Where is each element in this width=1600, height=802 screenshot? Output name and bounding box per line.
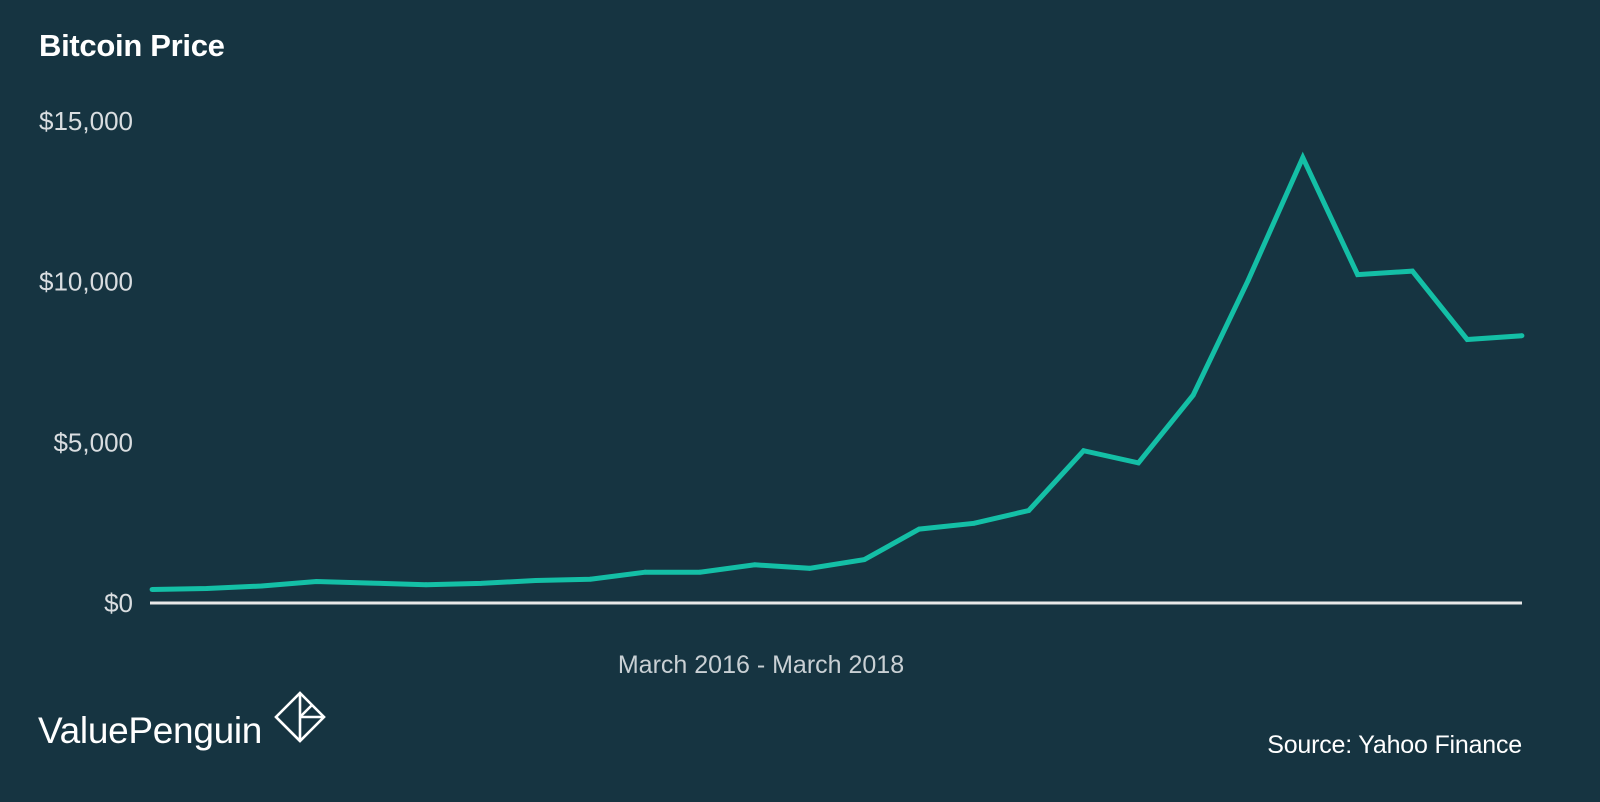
price-point: 2016-08: 570 <box>423 582 429 588</box>
price-point: 2017-06: 2480 <box>971 520 977 526</box>
price-point: 2018-03b: 8320 <box>1519 333 1525 339</box>
brand: ValuePenguin <box>38 690 328 752</box>
price-point: 2017-10: 6470 <box>1190 392 1196 398</box>
price-series-points: 2016-03: 420 2016-04: 450 2016-05: 530 2016… <box>149 155 1525 592</box>
x-axis-label: March 2016 - March 2018 <box>618 651 904 679</box>
price-point: 2017-01: 960 <box>697 569 703 575</box>
price-point: 2018-03: 8200 <box>1464 337 1470 342</box>
y-tick-label: $10,000 <box>39 267 133 297</box>
price-point: 2016-04: 450 <box>204 586 210 591</box>
y-axis-ticks: $0 $5,000 $10,000 $15,000 <box>39 106 133 618</box>
price-point: 2017-11: 10030 <box>1245 278 1251 284</box>
price-point: 2018-02: 10330 <box>1410 268 1415 274</box>
price-point: 2016-10: 700 <box>533 578 538 583</box>
value-penguin-logo-icon <box>272 690 328 751</box>
y-tick-label: $0 <box>104 588 133 618</box>
price-point: 2017-04: 1350 <box>862 557 867 562</box>
price-point: 2017-12: 13860 <box>1300 155 1306 161</box>
bitcoin-price-chart: $0$5,000$10,000$15,000 2016-03: 4202016-… <box>39 106 1525 679</box>
price-point: 2018-01: 10220 <box>1355 272 1360 277</box>
price-point: 2017-03: 1080 <box>807 565 812 571</box>
price-point: 2016-11: 740 <box>588 576 593 582</box>
price-series-line <box>151 151 1523 592</box>
price-point: 2017-02: 1190 <box>752 562 758 568</box>
price-point: 2017-08: 4740 <box>1081 448 1086 454</box>
brand-name: ValuePenguin <box>38 710 263 751</box>
chart-title: Bitcoin Price <box>39 28 225 63</box>
y-tick-label: $15,000 <box>39 106 133 136</box>
price-point: 2016-05: 530 <box>259 583 264 589</box>
price-point: 2017-07: 2880 <box>1026 508 1032 513</box>
price-point: 2016-03: 420 <box>149 587 155 592</box>
source-note: Source: Yahoo Finance <box>1267 731 1522 759</box>
price-point: 2016-09: 610 <box>478 581 484 586</box>
price-point: 2016-06: 670 <box>314 579 319 584</box>
price-point: 2017-05: 2300 <box>916 526 922 532</box>
price-point: 2016-07: 620 <box>368 580 374 586</box>
price-point: 2016-12: 960 <box>642 569 648 575</box>
y-tick-label: $5,000 <box>53 427 133 457</box>
price-point: 2017-09: 4360 <box>1136 460 1141 466</box>
